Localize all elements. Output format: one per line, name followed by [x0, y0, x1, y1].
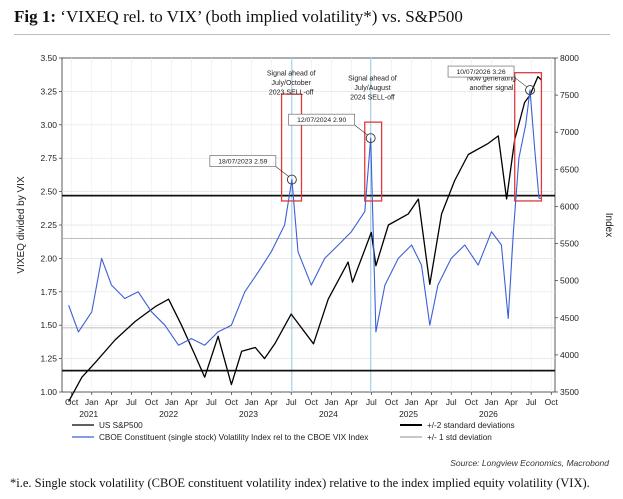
left-tick-label: 1.00: [40, 387, 57, 397]
x-month-label: Oct: [465, 397, 479, 407]
annotation-note: Signal ahead of: [348, 76, 397, 83]
x-month-label: Apr: [425, 397, 438, 407]
x-month-label: Oct: [545, 397, 559, 407]
right-tick-label: 7500: [560, 90, 579, 100]
x-month-label: Jul: [446, 397, 457, 407]
right-tick-label: 3500: [560, 387, 579, 397]
right-tick-label: 4000: [560, 350, 579, 360]
annotation-note: another signal: [470, 85, 514, 92]
callout-box: [447, 65, 515, 78]
x-month-label: Apr: [505, 397, 518, 407]
callout-marker: [365, 133, 376, 144]
source-note: Source: Longview Economics, Macrobond: [450, 458, 609, 468]
x-year-label: 2025: [399, 409, 418, 419]
x-month-label: Jan: [485, 397, 499, 407]
legend-label: +/- 1 std deviation: [427, 433, 492, 442]
callout-leader: [513, 76, 528, 88]
right-tick-label: 5000: [560, 276, 579, 286]
left-tick-label: 2.00: [40, 253, 57, 263]
right-tick-label: 7000: [560, 127, 579, 137]
title-divider: [14, 34, 610, 35]
x-month-label: Apr: [265, 397, 278, 407]
callout-marker: [286, 174, 297, 185]
x-year-label: 2023: [239, 409, 258, 419]
x-month-label: Apr: [345, 397, 358, 407]
x-month-label: Apr: [185, 397, 198, 407]
figure-title: Fig 1: ‘VIXEQ rel. to VIX’ (both implied…: [14, 7, 463, 27]
right-tick-label: 4500: [560, 313, 579, 323]
callout-label: 10/07/2026 3.26: [456, 69, 505, 76]
highlight-box: [364, 121, 383, 202]
figure-title-text: ‘VIXEQ rel. to VIX’ (both implied volati…: [60, 7, 463, 26]
left-tick-label: 2.75: [40, 153, 57, 163]
right-axis-title: Index: [603, 213, 614, 237]
left-tick-label: 3.00: [40, 120, 57, 130]
highlight-box: [514, 72, 543, 202]
annotation-note: 2024 SELL-off: [350, 95, 395, 102]
x-year-label: 2024: [319, 409, 338, 419]
callout-label: 12/07/2024 2.90: [297, 117, 346, 124]
left-axis-title: VIXEQ divided by VIX: [16, 176, 27, 274]
legend-label: +/-2 standard deviations: [427, 421, 515, 430]
x-month-label: Oct: [145, 397, 159, 407]
x-month-label: Jan: [325, 397, 339, 407]
annotation-note: July/October: [272, 80, 312, 87]
highlight-box: [280, 93, 303, 202]
figure-label: Fig 1:: [14, 7, 57, 26]
right-tick-label: 6500: [560, 164, 579, 174]
callout-label: 18/07/2023 2.59: [218, 159, 267, 166]
left-tick-label: 3.25: [40, 86, 57, 96]
x-month-label: Oct: [225, 397, 239, 407]
x-month-label: Jul: [126, 397, 137, 407]
right-tick-label: 6000: [560, 201, 579, 211]
x-month-label: Jul: [366, 397, 377, 407]
x-month-label: Oct: [305, 397, 319, 407]
legend-label: CBOE Constituent (single stock) Volatili…: [99, 433, 368, 442]
callout-leader: [354, 124, 368, 136]
left-tick-label: 1.75: [40, 287, 57, 297]
x-month-label: Jul: [206, 397, 217, 407]
x-year-label: 2021: [79, 409, 98, 419]
annotation-note: July/August: [354, 85, 390, 92]
annotation-note: 2023 SELL-off: [269, 89, 314, 96]
x-year-label: 2022: [159, 409, 178, 419]
footnote: *i.e. Single stock volatility (CBOE cons…: [10, 476, 590, 490]
x-month-label: Jan: [85, 397, 99, 407]
legend-label: US S&P500: [99, 421, 143, 430]
x-month-label: Oct: [65, 397, 79, 407]
x-month-label: Jul: [286, 397, 297, 407]
x-month-label: Jan: [165, 397, 179, 407]
callout-leader: [275, 166, 290, 177]
x-month-label: Jan: [405, 397, 419, 407]
annotation-note: Signal ahead of: [267, 70, 316, 77]
vixeq-vix-ratio-line: [68, 89, 542, 346]
left-tick-label: 2.25: [40, 220, 57, 230]
sp500-line: [68, 75, 543, 402]
x-month-label: Jan: [245, 397, 259, 407]
x-month-label: Oct: [385, 397, 399, 407]
left-tick-label: 1.50: [40, 320, 57, 330]
x-month-label: Jul: [526, 397, 537, 407]
callout-box: [209, 155, 277, 167]
x-year-label: 2026: [479, 409, 498, 419]
callout-marker: [525, 85, 535, 96]
callout-box: [288, 113, 355, 126]
x-month-label: Apr: [105, 397, 118, 407]
annotation-note: Now generating: [467, 76, 516, 83]
left-tick-label: 2.50: [40, 187, 57, 197]
left-tick-label: 3.50: [40, 53, 57, 63]
right-tick-label: 8000: [560, 53, 579, 63]
left-tick-label: 1.25: [40, 354, 57, 364]
right-tick-label: 5500: [560, 239, 579, 249]
